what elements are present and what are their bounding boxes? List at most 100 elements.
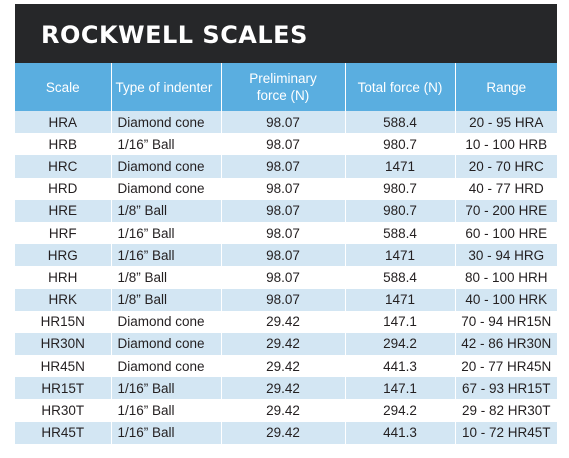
cell-total-force: 1471 <box>344 288 455 311</box>
table-row: HR30N Diamond cone 29.42 294.2 42 - 86 HR30N <box>15 332 557 356</box>
cell-preliminary-force: 29.42 <box>220 399 345 422</box>
cell-total-force: 588.4 <box>344 111 455 134</box>
cell-preliminary-force: 98.07 <box>220 266 345 289</box>
cell-scale: HR15T <box>15 377 111 400</box>
table-row: HRG 1/16” Ball 98.07 1471 30 - 94 HRG <box>15 244 557 267</box>
title-bar: ROCKWELL SCALES <box>15 4 557 63</box>
cell-total-force: 294.2 <box>344 399 455 422</box>
cell-scale: HR45T <box>15 421 111 444</box>
cell-preliminary-force: 98.07 <box>220 199 345 222</box>
header-preliminary-line2: force (N) <box>256 88 310 103</box>
cell-scale: HRK <box>15 288 111 311</box>
cell-range: 42 - 86 HR30N <box>454 332 557 356</box>
cell-indenter: 1/16” Ball <box>110 377 221 400</box>
cell-range: 20 - 77 HR45N <box>454 355 557 378</box>
cell-range: 20 - 70 HRC <box>454 155 557 178</box>
table-row: HRH 1/8” Ball 98.07 588.4 80 - 100 HRH <box>15 266 557 289</box>
cell-indenter: 1/16” Ball <box>110 399 221 422</box>
cell-scale: HRE <box>15 199 111 222</box>
table-row: HRB 1/16” Ball 98.07 980.7 10 - 100 HRB <box>15 133 557 156</box>
cell-total-force: 147.1 <box>344 377 455 400</box>
cell-scale: HRH <box>15 266 111 289</box>
cell-range: 70 - 94 HR15N <box>454 310 557 333</box>
cell-scale: HR45N <box>15 355 111 378</box>
cell-indenter: 1/8” Ball <box>110 288 221 311</box>
cell-indenter: 1/16” Ball <box>110 221 221 245</box>
cell-range: 60 - 100 HRE <box>454 221 557 245</box>
cell-range: 40 - 77 HRD <box>454 177 557 200</box>
table-row: HR15T 1/16” Ball 29.42 147.1 67 - 93 HR15T <box>15 377 557 400</box>
table-body: HRA Diamond cone 98.07 588.4 20 - 95 HRA HRB 1… <box>15 111 557 444</box>
cell-total-force: 1471 <box>344 244 455 267</box>
cell-scale: HRC <box>15 155 111 178</box>
rockwell-scales-table: Scale Type of indenter Preliminary force … <box>15 63 557 444</box>
cell-total-force: 588.4 <box>344 221 455 245</box>
cell-preliminary-force: 29.42 <box>220 421 345 444</box>
cell-preliminary-force: 29.42 <box>220 332 345 356</box>
cell-preliminary-force: 98.07 <box>220 244 345 267</box>
cell-scale: HRF <box>15 221 111 245</box>
cell-range: 70 - 200 HRE <box>454 199 557 222</box>
table-header: Scale Type of indenter Preliminary force … <box>15 63 557 111</box>
page-title: ROCKWELL SCALES <box>41 20 308 49</box>
table-row: HRE 1/8” Ball 98.07 980.7 70 - 200 HRE <box>15 199 557 222</box>
table-row: HRA Diamond cone 98.07 588.4 20 - 95 HRA <box>15 111 557 134</box>
header-range: Range <box>454 63 557 111</box>
header-indenter: Type of indenter <box>110 63 221 111</box>
cell-indenter: Diamond cone <box>110 355 221 378</box>
header-preliminary-force: Preliminary force (N) <box>220 63 345 111</box>
header-preliminary-line1: Preliminary <box>249 71 317 86</box>
cell-range: 80 - 100 HRH <box>454 266 557 289</box>
cell-indenter: 1/8” Ball <box>110 199 221 222</box>
cell-preliminary-force: 98.07 <box>220 177 345 200</box>
cell-total-force: 441.3 <box>344 355 455 378</box>
cell-range: 10 - 100 HRB <box>454 133 557 156</box>
cell-scale: HR15N <box>15 310 111 333</box>
cell-scale: HR30N <box>15 332 111 356</box>
table-row: HRD Diamond cone 98.07 980.7 40 - 77 HRD <box>15 177 557 200</box>
cell-total-force: 980.7 <box>344 199 455 222</box>
cell-total-force: 147.1 <box>344 310 455 333</box>
cell-preliminary-force: 29.42 <box>220 310 345 333</box>
table-row: HR45N Diamond cone 29.42 441.3 20 - 77 HR45N <box>15 355 557 378</box>
cell-total-force: 980.7 <box>344 133 455 156</box>
cell-indenter: Diamond cone <box>110 111 221 134</box>
cell-indenter: Diamond cone <box>110 310 221 333</box>
cell-indenter: Diamond cone <box>110 177 221 200</box>
cell-total-force: 1471 <box>344 155 455 178</box>
cell-scale: HRB <box>15 133 111 156</box>
table-row: HR15N Diamond cone 29.42 147.1 70 - 94 HR15N <box>15 310 557 333</box>
table-row: HRK 1/8” Ball 98.07 1471 40 - 100 HRK <box>15 288 557 311</box>
cell-range: 67 - 93 HR15T <box>454 377 557 400</box>
cell-range: 29 - 82 HR30T <box>454 399 557 422</box>
cell-preliminary-force: 98.07 <box>220 155 345 178</box>
header-total-force: Total force (N) <box>344 63 455 111</box>
rockwell-scales-panel: ROCKWELL SCALES Scale Type of indenter P… <box>15 4 557 450</box>
table-row: HRF 1/16” Ball 98.07 588.4 60 - 100 HRE <box>15 221 557 245</box>
cell-preliminary-force: 29.42 <box>220 377 345 400</box>
cell-preliminary-force: 29.42 <box>220 355 345 378</box>
cell-range: 30 - 94 HRG <box>454 244 557 267</box>
cell-indenter: Diamond cone <box>110 155 221 178</box>
header-row: Scale Type of indenter Preliminary force … <box>15 63 557 111</box>
cell-scale: HR30T <box>15 399 111 422</box>
table-row: HR30T 1/16” Ball 29.42 294.2 29 - 82 HR30T <box>15 399 557 422</box>
cell-total-force: 588.4 <box>344 266 455 289</box>
cell-total-force: 441.3 <box>344 421 455 444</box>
cell-indenter: 1/16” Ball <box>110 244 221 267</box>
cell-preliminary-force: 98.07 <box>220 133 345 156</box>
cell-scale: HRA <box>15 111 111 134</box>
table-row: HRC Diamond cone 98.07 1471 20 - 70 HRC <box>15 155 557 178</box>
cell-range: 40 - 100 HRK <box>454 288 557 311</box>
cell-preliminary-force: 98.07 <box>220 288 345 311</box>
cell-total-force: 294.2 <box>344 332 455 356</box>
header-scale: Scale <box>15 63 111 111</box>
cell-scale: HRD <box>15 177 111 200</box>
table-row: HR45T 1/16” Ball 29.42 441.3 10 - 72 HR45T <box>15 421 557 444</box>
cell-total-force: 980.7 <box>344 177 455 200</box>
cell-indenter: 1/16” Ball <box>110 133 221 156</box>
cell-range: 10 - 72 HR45T <box>454 421 557 444</box>
cell-range: 20 - 95 HRA <box>454 111 557 134</box>
cell-indenter: Diamond cone <box>110 332 221 356</box>
cell-preliminary-force: 98.07 <box>220 221 345 245</box>
